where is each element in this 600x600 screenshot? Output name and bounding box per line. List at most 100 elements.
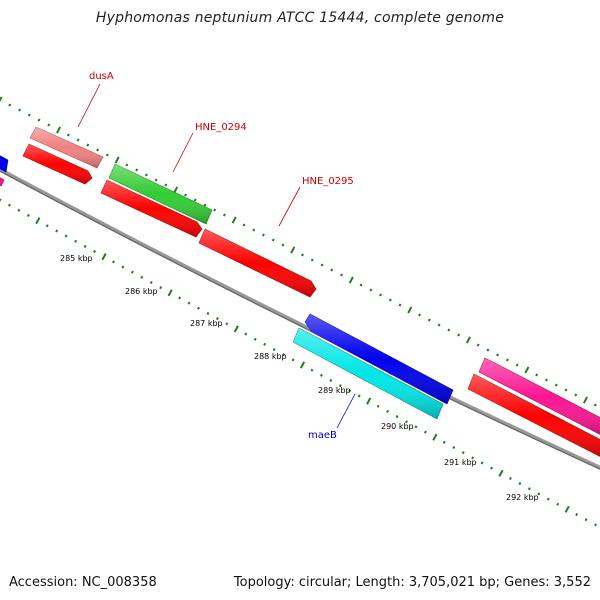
minor-tick xyxy=(291,358,295,362)
tick-label: 292 kbp xyxy=(506,493,539,502)
minor-tick xyxy=(253,337,257,341)
gene-blue[interactable] xyxy=(304,313,454,405)
minor-tick xyxy=(320,263,324,267)
minor-tick xyxy=(546,497,550,501)
major-tick xyxy=(101,253,107,261)
gene-dusA[interactable] xyxy=(29,126,104,169)
minor-tick xyxy=(197,306,200,310)
minor-tick xyxy=(252,228,256,232)
minor-tick xyxy=(338,384,342,388)
minor-tick xyxy=(159,286,163,290)
minor-tick xyxy=(17,208,21,212)
minor-tick xyxy=(37,118,41,122)
minor-tick xyxy=(144,173,148,177)
gene-red-2[interactable] xyxy=(100,179,203,238)
minor-tick xyxy=(154,178,158,182)
minor-tick xyxy=(263,342,267,346)
gene-hne0295[interactable] xyxy=(198,228,317,298)
major-tick xyxy=(348,276,354,284)
major-tick xyxy=(233,325,239,333)
gene-left-blue[interactable] xyxy=(0,153,9,173)
minor-tick xyxy=(8,203,11,207)
minor-tick xyxy=(476,343,480,347)
minor-tick xyxy=(594,523,597,527)
minor-tick xyxy=(584,518,588,522)
minor-tick xyxy=(93,250,96,254)
minor-tick xyxy=(112,260,115,264)
minor-tick xyxy=(203,203,207,207)
minor-tick xyxy=(461,451,465,455)
gene-maeB[interactable] xyxy=(292,327,444,420)
major-tick xyxy=(407,306,413,314)
major-tick xyxy=(231,216,237,224)
minor-tick xyxy=(105,153,109,157)
minor-tick xyxy=(319,373,323,377)
minor-tick xyxy=(125,163,129,167)
minor-tick xyxy=(45,224,49,228)
genome-summary-text: Topology: circular; Length: 3,705,021 bp… xyxy=(233,575,591,590)
hne0294-leader-line xyxy=(172,132,194,173)
minor-tick xyxy=(518,482,522,486)
minor-tick xyxy=(184,193,187,197)
minor-tick xyxy=(271,238,275,242)
minor-tick xyxy=(418,313,421,317)
accession-text: Accession: NC_008358 xyxy=(9,575,157,590)
minor-tick xyxy=(414,425,418,429)
major-tick xyxy=(564,505,570,513)
minor-tick xyxy=(0,198,2,202)
minor-tick xyxy=(121,265,125,269)
gene-label-hne0295: HNE_0295 xyxy=(302,176,354,187)
minor-tick xyxy=(86,143,90,147)
minor-tick xyxy=(471,456,475,460)
minor-tick xyxy=(83,244,87,248)
genome-backbone xyxy=(0,167,600,470)
major-tick xyxy=(167,289,173,297)
minor-tick xyxy=(515,363,519,367)
minor-tick xyxy=(545,378,548,382)
gene-hne0294[interactable] xyxy=(108,163,213,225)
minor-tick xyxy=(452,445,456,450)
dusA-leader-line xyxy=(77,83,101,128)
minor-tick xyxy=(496,353,500,357)
minor-tick xyxy=(398,303,402,307)
minor-tick xyxy=(64,234,68,238)
outer-tick-track xyxy=(0,96,597,407)
gene-red-1[interactable] xyxy=(22,143,93,185)
minor-tick xyxy=(164,183,168,187)
minor-tick xyxy=(506,358,509,362)
minor-tick xyxy=(223,213,226,217)
minor-tick xyxy=(96,148,99,152)
minor-tick xyxy=(130,270,134,274)
tick-label: 286 kbp xyxy=(125,287,158,296)
minor-tick xyxy=(527,487,531,491)
gene-magenta-right[interactable] xyxy=(478,357,600,437)
gene-left-magenta[interactable] xyxy=(0,175,5,187)
tick-label: 287 kbp xyxy=(190,319,223,328)
minor-tick xyxy=(262,233,265,237)
minor-tick xyxy=(395,415,399,419)
gene-label-hne0294: HNE_0294 xyxy=(195,122,247,133)
minor-tick xyxy=(225,322,229,326)
minor-tick xyxy=(330,268,334,272)
gene-red-right[interactable] xyxy=(467,373,600,459)
minor-tick xyxy=(135,168,139,172)
major-tick xyxy=(583,396,588,404)
inner-tick-track xyxy=(0,198,597,527)
minor-tick xyxy=(213,208,217,212)
minor-tick xyxy=(369,288,373,292)
minor-tick xyxy=(55,229,59,233)
minor-tick xyxy=(537,492,541,496)
tick-label: 290 kbp xyxy=(381,422,414,431)
minor-tick xyxy=(574,393,578,397)
minor-tick xyxy=(486,348,490,352)
minor-tick xyxy=(509,476,512,480)
minor-tick xyxy=(564,388,568,392)
minor-tick xyxy=(149,280,153,285)
tick-label: 288 kbp xyxy=(254,352,287,361)
major-tick xyxy=(114,156,120,164)
minor-tick xyxy=(301,253,304,257)
major-tick xyxy=(524,366,530,374)
minor-tick xyxy=(556,502,560,506)
genome-title: Hyphomonas neptunium ATCC 15444, complet… xyxy=(95,10,505,26)
